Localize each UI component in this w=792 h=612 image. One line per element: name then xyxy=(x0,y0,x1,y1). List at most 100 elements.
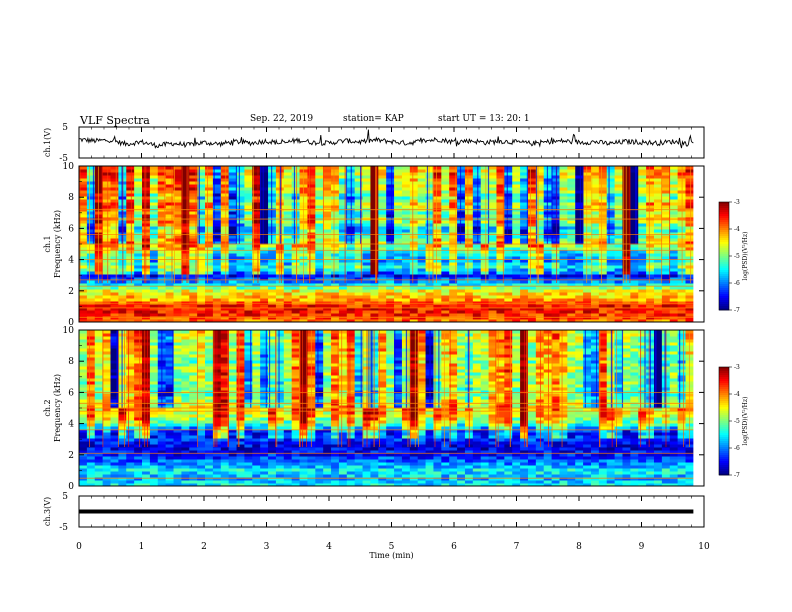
ch1-spectrogram-cell xyxy=(496,265,505,269)
ch1-spectrogram-cell xyxy=(260,211,269,215)
ch1-spectrogram-cell xyxy=(441,232,450,236)
ch1-spectrogram-cell xyxy=(260,286,269,290)
ch1-spectrogram-cell xyxy=(149,301,159,305)
ch1-spectrogram-cell xyxy=(370,286,379,290)
ch2-spectrogram-cell xyxy=(362,477,371,481)
ch1-spectrogram-cell xyxy=(520,271,529,275)
ch1-spectrogram-cell xyxy=(244,289,253,293)
ch1-spectrogram-cell xyxy=(228,220,238,224)
ch1-spectrogram-cell xyxy=(433,310,442,314)
ch1-spectrogram-cell xyxy=(110,166,119,170)
ch1-spectrogram-cell xyxy=(417,187,427,191)
ch1-spectrogram-cell xyxy=(409,301,419,305)
ch1-spectrogram-cell xyxy=(323,259,332,263)
ch1-spectrogram-cell xyxy=(102,196,112,200)
ch1-spectrogram-cell xyxy=(606,223,616,227)
ch1-spectrogram-cell xyxy=(236,247,245,251)
ch2-spectrogram-cell xyxy=(118,480,127,484)
ch1-spectrogram-cell xyxy=(94,259,104,263)
ch1-spectrogram-cell xyxy=(606,301,616,305)
ch1-spectrogram-cell xyxy=(331,202,340,206)
ch1-spectrogram-cell xyxy=(527,229,537,233)
ch2-spectrogram-cell xyxy=(189,468,198,472)
ch2-spectrogram-cell xyxy=(181,471,190,475)
ch2-spectrogram-cell xyxy=(378,474,387,478)
ch2-spectrogram-cell xyxy=(527,477,537,481)
ch1-spectrogram-cell xyxy=(449,280,458,284)
ch1-spectrogram-cell xyxy=(157,199,167,203)
ch1-spectrogram-cell xyxy=(614,292,623,296)
ch1-spectrogram-cell xyxy=(110,199,119,203)
ch1-spectrogram-cell xyxy=(244,214,253,218)
ch1-spectrogram-cell xyxy=(417,178,427,182)
ch1-spectrogram-cell xyxy=(614,250,623,254)
ch1-spectrogram-cell xyxy=(583,301,592,305)
ch1-spectrogram-cell xyxy=(362,223,371,227)
ch1-spectrogram-cell xyxy=(527,202,537,206)
ch2-spectrogram-cell xyxy=(606,477,616,481)
ch1-spectrogram-cell xyxy=(653,196,663,200)
ch1-spectrogram-cell xyxy=(283,214,293,218)
ch2-spectrogram-cell xyxy=(283,471,293,475)
ch1-spectrogram-cell xyxy=(401,301,411,305)
ch1-spectrogram-cell xyxy=(197,172,206,176)
ch1-spectrogram-cell xyxy=(205,184,214,188)
ch1-spectrogram-cell xyxy=(661,310,671,314)
ch1-spectrogram-cell xyxy=(126,169,135,173)
ch1-spectrogram-cell xyxy=(346,262,356,266)
ch2-spectrogram-cell xyxy=(299,471,308,475)
ch1-spectrogram-cell xyxy=(244,241,253,245)
ch1-spectrogram-cell xyxy=(338,193,348,197)
ch1-spectrogram-cell xyxy=(457,166,466,170)
station-label: station= KAP xyxy=(343,114,404,124)
ch1-spectrogram-cell xyxy=(622,241,631,245)
ch1-spectrogram-cell xyxy=(386,220,395,224)
ch1-spectrogram-cell xyxy=(583,295,592,299)
ch1-spectrogram-cell xyxy=(638,232,647,236)
ch1-spectrogram-cell xyxy=(433,181,442,185)
ch1-spectrogram-cell xyxy=(181,199,190,203)
ch1-spectrogram-cell xyxy=(638,184,647,188)
ch2-spectrogram-cell xyxy=(425,474,434,478)
ch1-spectrogram-cell xyxy=(559,232,568,236)
ch1-spectrogram-cell xyxy=(362,289,371,293)
ch2-spectrogram-cell xyxy=(464,480,474,484)
ch1-spectrogram-cell xyxy=(575,175,584,179)
ch1-spectrogram-cell xyxy=(646,316,655,320)
ch2-spectrogram-cell xyxy=(646,483,655,487)
ch1-spectrogram-cell xyxy=(370,202,379,206)
ch1-spectrogram-cell xyxy=(228,235,238,239)
ch1-spectrogram-cell xyxy=(496,199,505,203)
ch1-spectrogram-cell xyxy=(472,253,482,257)
ch1-spectrogram-cell xyxy=(260,223,269,227)
ch1-spectrogram-cell xyxy=(512,259,521,263)
ch1-spectrogram-cell xyxy=(425,256,434,260)
ch1-spectrogram-cell xyxy=(110,283,119,287)
ch1-spectrogram-cell xyxy=(378,178,387,182)
ch1-spectrogram-cell xyxy=(520,223,529,227)
ch1-spectrogram-cell xyxy=(79,232,88,236)
ch1-spectrogram-cell xyxy=(252,274,261,278)
ch1-spectrogram-cell xyxy=(457,214,466,218)
ch1-spectrogram-cell xyxy=(417,223,427,227)
ch1-spectrogram-cell xyxy=(653,232,663,236)
ch1-spectrogram-cell xyxy=(622,265,631,269)
ch1-spectrogram-cell xyxy=(480,280,490,284)
ch1-spectrogram-cell xyxy=(669,196,679,200)
ch1-spectrogram-cell xyxy=(338,181,348,185)
ch1-spectrogram-cell xyxy=(606,283,616,287)
ch1-spectrogram-cell xyxy=(173,298,182,302)
ch1-spectrogram-cell xyxy=(638,166,647,170)
ch1-spectrogram-cell xyxy=(464,244,474,248)
ch1-spectrogram-cell xyxy=(189,247,198,251)
ch1-spectrogram-cell xyxy=(94,298,104,302)
ch2-spectrogram-cell xyxy=(228,477,238,481)
ch1-spectrogram-cell xyxy=(457,298,466,302)
ch1-spectrogram-cell xyxy=(165,235,175,239)
ch2-spectrogram-cell xyxy=(583,480,592,484)
ch1-spectrogram-cell xyxy=(488,286,497,290)
ch1-spectrogram-cell xyxy=(94,166,104,170)
ch2-spectrogram-cell xyxy=(386,477,395,481)
ch1-spectrogram-cell xyxy=(157,220,167,224)
ch2-spectrogram-cell xyxy=(189,465,198,469)
